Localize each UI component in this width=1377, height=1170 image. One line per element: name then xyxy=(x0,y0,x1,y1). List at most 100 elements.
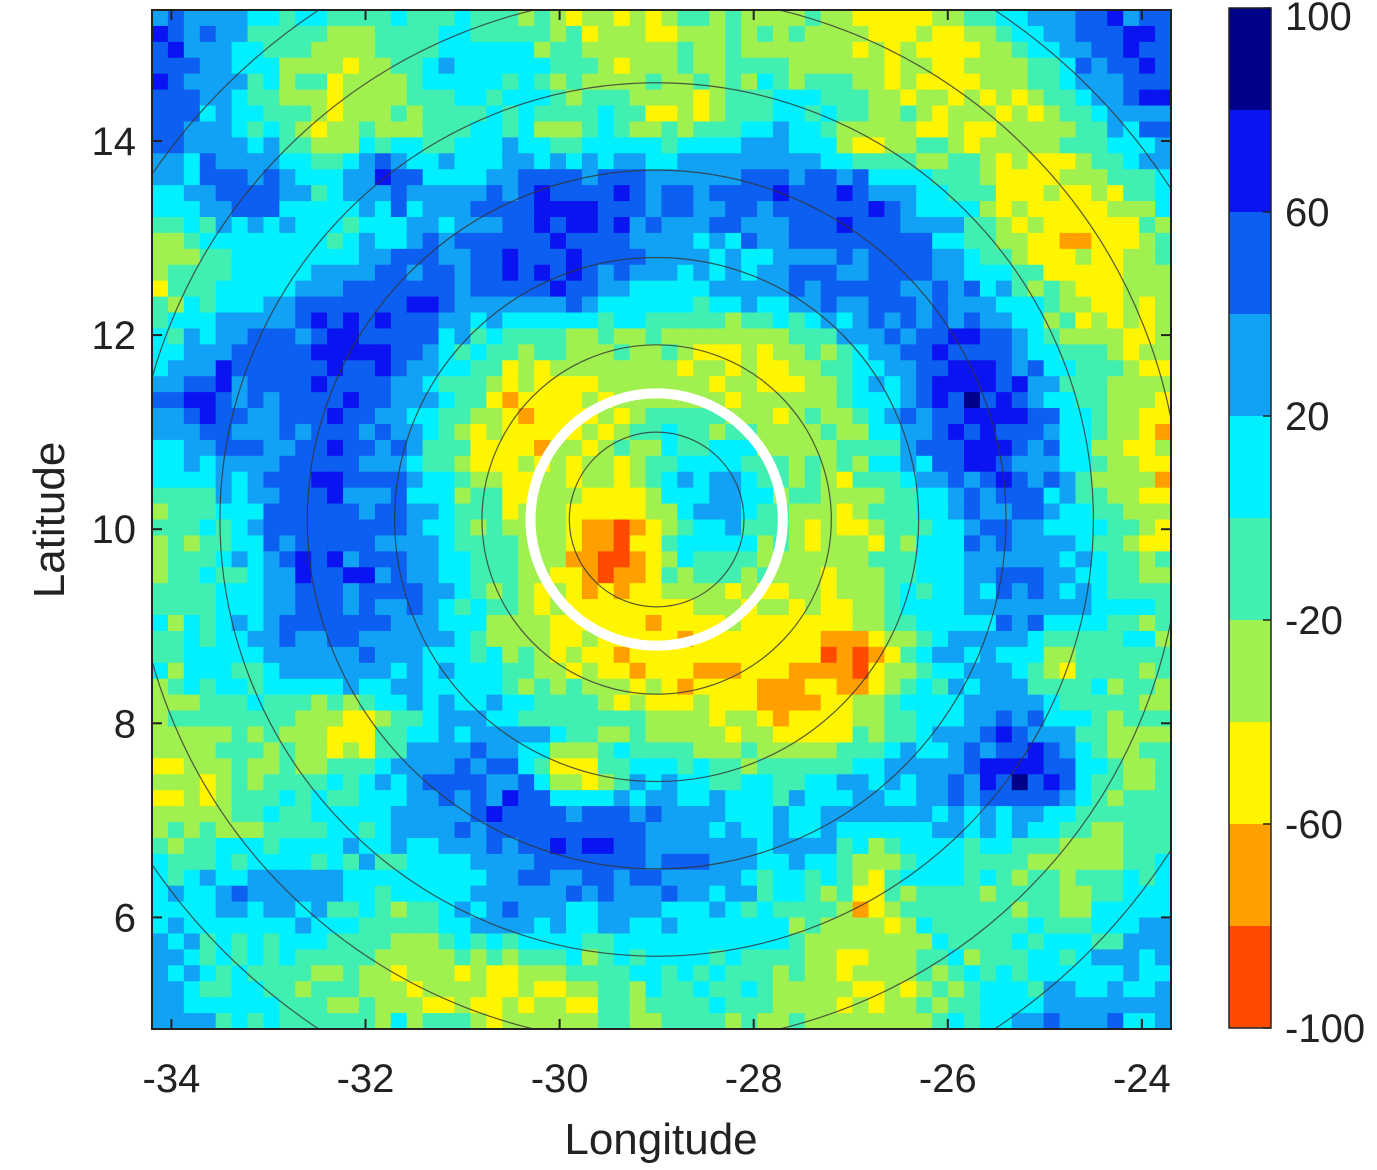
contour-cell xyxy=(964,742,981,759)
contour-cell xyxy=(979,89,997,107)
contour-cell xyxy=(311,280,328,298)
contour-cell xyxy=(406,471,424,489)
contour-cell xyxy=(1075,885,1092,903)
contour-cell xyxy=(948,41,965,59)
contour-cell xyxy=(343,201,360,218)
contour-cell xyxy=(788,662,806,680)
contour-cell xyxy=(932,408,949,425)
contour-cell xyxy=(741,519,758,537)
contour-cell xyxy=(677,487,694,505)
contour-cell xyxy=(581,216,599,234)
contour-cell xyxy=(804,41,822,59)
contour-cell xyxy=(995,519,1013,537)
contour-cell xyxy=(852,758,870,775)
contour-cell xyxy=(581,487,599,505)
contour-cell xyxy=(964,965,981,982)
contour-cell xyxy=(534,41,551,59)
contour-cell xyxy=(964,678,981,696)
contour-cell xyxy=(167,758,185,775)
contour-cell xyxy=(613,185,631,202)
contour-cell xyxy=(1107,121,1124,138)
contour-cell xyxy=(263,232,280,250)
contour-cell xyxy=(995,105,1013,123)
contour-cell xyxy=(1027,917,1045,935)
contour-cell xyxy=(183,137,201,154)
contour-cell xyxy=(741,1013,758,1029)
contour-cell xyxy=(677,232,694,250)
contour-cell xyxy=(964,630,981,648)
contour-cell xyxy=(247,822,265,839)
contour-cell xyxy=(916,89,933,107)
contour-cell xyxy=(900,25,917,43)
contour-cell xyxy=(1027,630,1045,648)
contour-cell xyxy=(677,280,694,298)
contour-cell xyxy=(1155,933,1171,950)
contour-cell xyxy=(1043,455,1061,473)
contour-cell xyxy=(502,822,519,839)
contour-cell xyxy=(677,997,694,1014)
contour-cell xyxy=(820,535,838,552)
contour-cell xyxy=(406,360,424,377)
contour-cell xyxy=(486,408,503,425)
contour-cell xyxy=(470,73,487,91)
contour-cell xyxy=(311,933,328,950)
contour-cell xyxy=(932,264,949,282)
contour-cell xyxy=(836,742,854,759)
contour-cell xyxy=(183,917,201,935)
contour-cell xyxy=(295,137,312,154)
contour-cell xyxy=(1059,169,1077,186)
contour-cell xyxy=(964,949,981,966)
contour-cell xyxy=(1043,392,1061,409)
contour-cell xyxy=(390,1013,408,1029)
contour-cell xyxy=(709,312,726,330)
contour-cell xyxy=(868,201,885,218)
contour-cell xyxy=(1155,248,1171,266)
contour-cell xyxy=(438,901,456,919)
contour-cell xyxy=(199,535,217,552)
contour-cell xyxy=(311,57,328,75)
contour-cell xyxy=(518,662,535,680)
contour-cell xyxy=(152,264,169,282)
contour-cell xyxy=(279,710,296,728)
contour-cell xyxy=(772,583,790,600)
contour-cell xyxy=(820,599,838,616)
contour-cell xyxy=(565,137,583,154)
contour-cell xyxy=(916,806,933,823)
contour-cell xyxy=(709,901,726,919)
contour-cell xyxy=(820,344,838,361)
contour-cell xyxy=(629,328,647,345)
contour-cell xyxy=(725,662,742,680)
contour-cell xyxy=(916,662,933,680)
plot-area xyxy=(152,10,1171,1029)
contour-cell xyxy=(1123,121,1140,138)
contour-cell xyxy=(725,41,742,59)
contour-cell xyxy=(343,551,360,568)
contour-cell xyxy=(518,312,535,330)
contour-cell xyxy=(979,853,997,871)
contour-cell xyxy=(1107,423,1124,441)
contour-cell xyxy=(295,408,312,425)
contour-cell xyxy=(820,885,838,903)
contour-cell xyxy=(502,73,519,91)
contour-cell xyxy=(948,232,965,250)
contour-cell xyxy=(836,344,854,361)
contour-cell xyxy=(597,917,615,935)
contour-cell xyxy=(788,105,806,123)
contour-cell xyxy=(964,89,981,107)
contour-cell xyxy=(852,153,870,170)
contour-cell xyxy=(215,41,233,59)
contour-cell xyxy=(709,471,726,489)
contour-cell xyxy=(964,885,981,903)
contour-cell xyxy=(1123,949,1140,966)
contour-cell xyxy=(263,726,280,743)
contour-cell xyxy=(327,646,344,664)
colorbar-tick-label: -100 xyxy=(1285,1007,1365,1051)
contour-cell xyxy=(645,662,663,680)
contour-cell xyxy=(613,1013,631,1029)
contour-cell xyxy=(1123,726,1140,743)
contour-cell xyxy=(390,774,408,791)
contour-cell xyxy=(932,25,949,43)
contour-cell xyxy=(152,630,169,648)
contour-cell xyxy=(948,869,965,887)
contour-cell xyxy=(677,774,694,791)
